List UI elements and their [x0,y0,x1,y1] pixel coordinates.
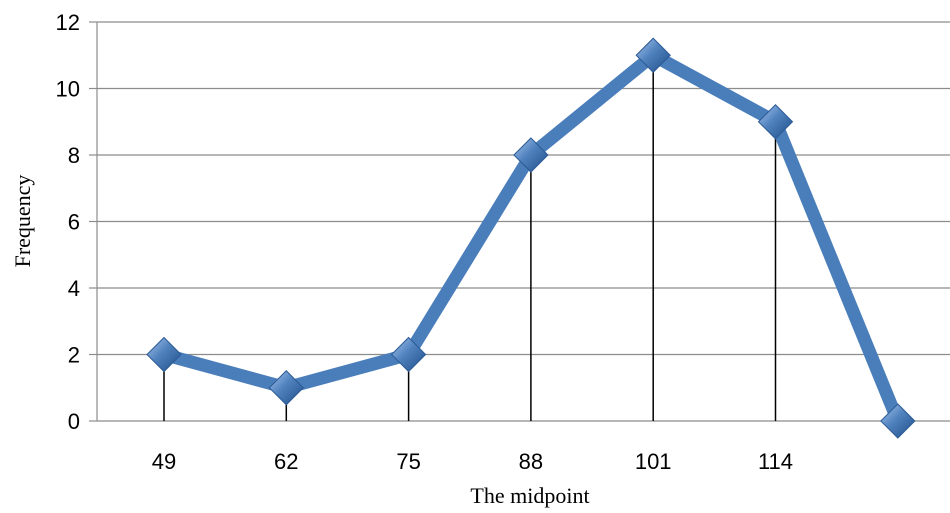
drop-lines [164,55,776,421]
data-point [147,338,181,372]
data-point [269,371,303,405]
y-axis-title: Frequency [10,175,35,268]
x-tick-label: 88 [519,449,543,474]
y-tick-label: 8 [68,143,80,168]
y-tick-label: 10 [56,77,80,102]
x-tick-labels: 49 62 75 88 101 114 [152,449,793,474]
x-tick-label: 114 [758,449,793,474]
y-tick-label: 12 [56,10,80,35]
y-tick-label: 0 [68,409,80,434]
x-axis-title: The midpoint [470,483,589,508]
x-tick-label: 101 [635,449,672,474]
y-tick-labels: 0 2 4 6 8 10 12 [56,10,80,434]
y-tick-label: 4 [68,276,80,301]
y-tick-label: 2 [68,343,80,368]
y-tick-label: 6 [68,210,80,235]
data-point [881,404,915,438]
x-tick-label: 62 [274,449,298,474]
x-tick-label: 49 [152,449,176,474]
x-tick-label: 75 [396,449,420,474]
